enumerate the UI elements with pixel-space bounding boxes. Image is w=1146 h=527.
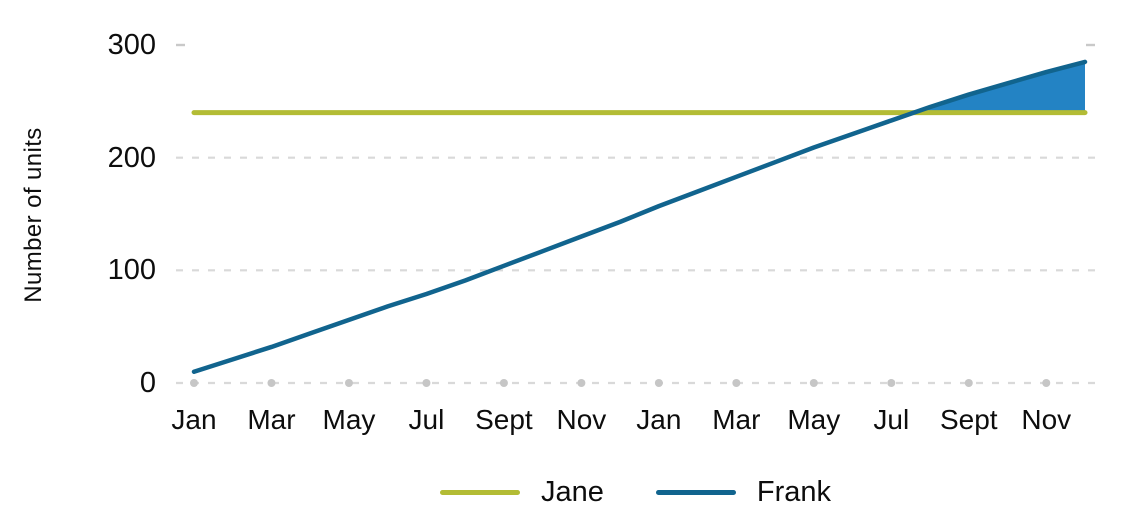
x-tick-label: Jan	[171, 404, 217, 435]
y-tick-label-100: 100	[107, 254, 156, 287]
legend-label-frank: Frank	[756, 476, 832, 508]
legend-item-frank[interactable]: Frank	[655, 476, 832, 508]
x-tick-label: Jul	[408, 404, 445, 435]
baseline-tick-dot	[422, 379, 431, 387]
x-tick-label: Jul	[873, 404, 910, 435]
x-tick-label: Sept	[475, 404, 533, 435]
x-tick-label: Jan	[636, 404, 682, 435]
baseline-tick-dot	[190, 379, 198, 387]
baseline-tick-dot	[344, 379, 353, 387]
x-tick-label: May	[787, 404, 841, 435]
x-tick-label: Mar	[712, 404, 761, 435]
y-tick-label-0: 0	[139, 367, 156, 399]
x-tick-label: Sept	[939, 404, 998, 435]
baseline-tick-dot	[654, 379, 663, 387]
baseline-tick-dot	[964, 379, 973, 387]
legend: Jane Frank	[176, 468, 1095, 516]
baseline-tick-dot	[577, 379, 586, 387]
baseline-tick-dot	[809, 379, 818, 387]
baseline-tick-dot	[887, 379, 896, 387]
jane-line-swatch	[439, 489, 520, 495]
y-tick-label-300: 300	[107, 29, 156, 61]
legend-label-jane: Jane	[540, 476, 604, 508]
legend-item-jane[interactable]: Jane	[439, 476, 604, 508]
x-tick-label: May	[322, 404, 376, 435]
baseline-tick-dot	[1042, 379, 1051, 387]
x-tick-label: Nov	[556, 404, 607, 435]
baseline-tick-dot	[732, 379, 741, 387]
frank-line	[191, 59, 1088, 374]
frank-line-swatch	[655, 489, 736, 495]
y-tick-label-200: 200	[107, 141, 156, 174]
baseline-tick-dot	[267, 379, 276, 387]
baseline-tick-dot	[499, 379, 508, 387]
x-tick-label: Nov	[1021, 404, 1072, 435]
x-tick-label: Mar	[247, 404, 296, 435]
